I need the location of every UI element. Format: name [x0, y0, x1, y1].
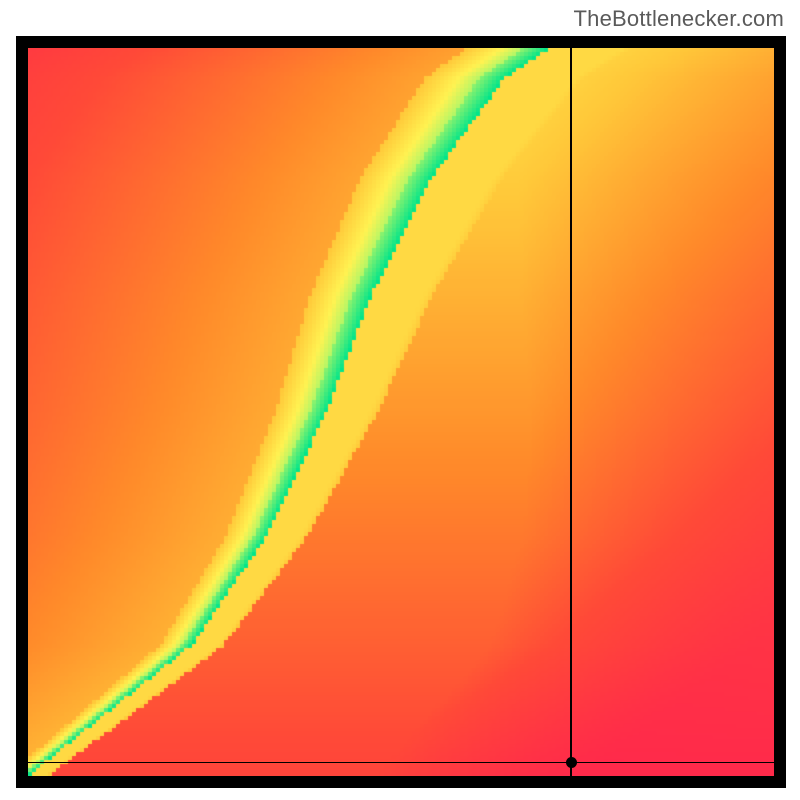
crosshair-horizontal	[28, 762, 774, 763]
crosshair-vertical	[570, 48, 571, 776]
heatmap-canvas	[28, 48, 774, 776]
container: TheBottlenecker.com	[0, 0, 800, 800]
attribution-label: TheBottlenecker.com	[574, 6, 784, 32]
crosshair-dot	[566, 757, 577, 768]
